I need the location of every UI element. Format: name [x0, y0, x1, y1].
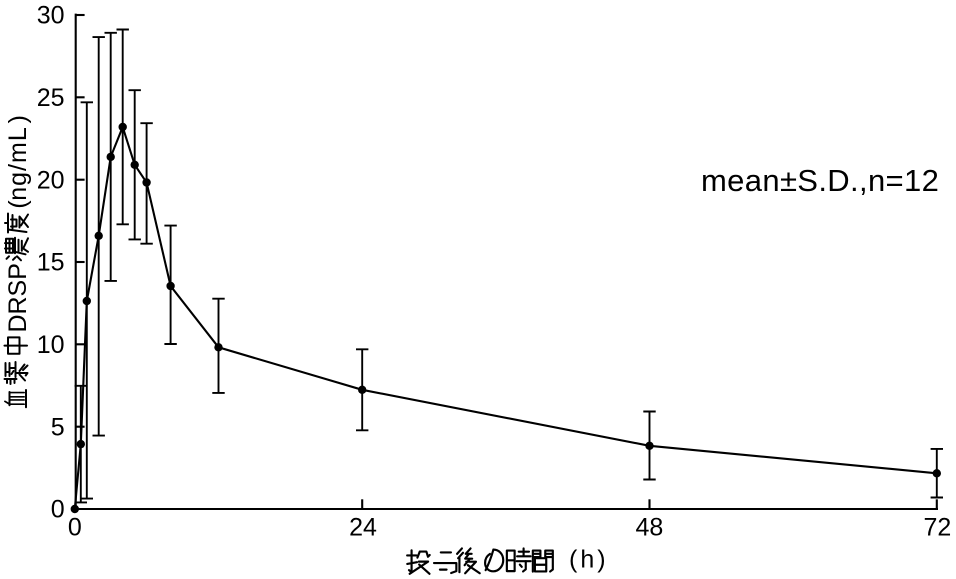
svg-text:(h): (h): [569, 546, 609, 574]
svg-text:(: (: [4, 200, 32, 209]
svg-text:30: 30: [37, 2, 65, 30]
svg-text:mean±S.D.,n=12: mean±S.D.,n=12: [701, 163, 939, 198]
svg-text:0: 0: [51, 496, 65, 524]
svg-text:DRSP: DRSP: [4, 263, 32, 332]
svg-text:ng/mL: ng/mL: [4, 126, 32, 200]
svg-text:24: 24: [349, 514, 377, 542]
svg-text:): ): [4, 115, 32, 123]
svg-text:0: 0: [68, 514, 82, 542]
svg-text:5: 5: [51, 413, 65, 441]
svg-text:20: 20: [37, 166, 65, 194]
svg-text:25: 25: [37, 84, 65, 112]
svg-text:10: 10: [37, 331, 65, 359]
svg-text:72: 72: [923, 514, 951, 542]
svg-text:48: 48: [635, 514, 663, 542]
svg-text:15: 15: [37, 249, 65, 277]
